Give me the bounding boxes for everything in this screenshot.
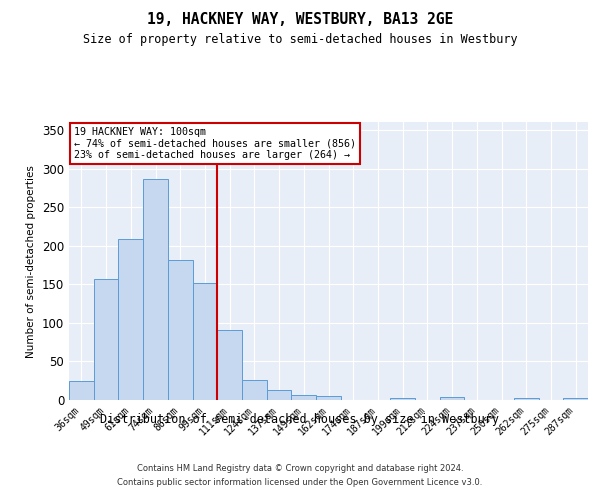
Bar — [143, 179, 168, 400]
Text: 19, HACKNEY WAY, WESTBURY, BA13 2GE: 19, HACKNEY WAY, WESTBURY, BA13 2GE — [147, 12, 453, 28]
Bar — [94, 279, 118, 400]
Y-axis label: Number of semi-detached properties: Number of semi-detached properties — [26, 165, 37, 358]
Bar — [118, 239, 143, 400]
Text: Contains public sector information licensed under the Open Government Licence v3: Contains public sector information licen… — [118, 478, 482, 487]
Bar — [563, 398, 588, 400]
Bar — [390, 398, 415, 400]
Bar — [217, 330, 242, 400]
Text: Distribution of semi-detached houses by size in Westbury: Distribution of semi-detached houses by … — [101, 412, 499, 426]
Text: 19 HACKNEY WAY: 100sqm
← 74% of semi-detached houses are smaller (856)
23% of se: 19 HACKNEY WAY: 100sqm ← 74% of semi-det… — [74, 126, 356, 160]
Text: Contains HM Land Registry data © Crown copyright and database right 2024.: Contains HM Land Registry data © Crown c… — [137, 464, 463, 473]
Bar — [69, 380, 94, 400]
Text: Size of property relative to semi-detached houses in Westbury: Size of property relative to semi-detach… — [83, 32, 517, 46]
Bar — [440, 397, 464, 400]
Bar — [193, 283, 217, 400]
Bar — [292, 396, 316, 400]
Bar — [168, 260, 193, 400]
Bar — [316, 396, 341, 400]
Bar — [514, 398, 539, 400]
Bar — [242, 380, 267, 400]
Bar — [267, 390, 292, 400]
